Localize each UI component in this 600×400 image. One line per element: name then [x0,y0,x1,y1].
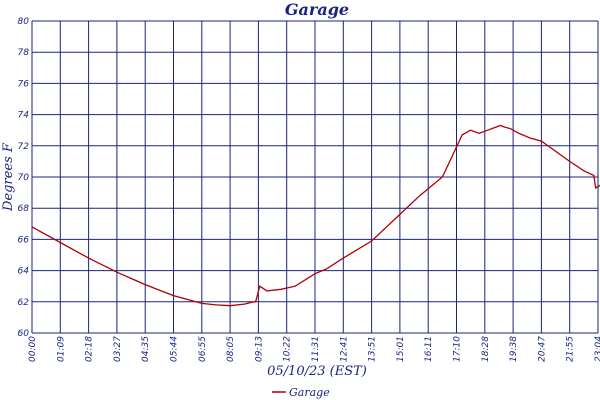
x-tick-label: 08:05 [226,336,236,362]
series-line-garage [31,124,600,307]
x-tick-label: 01:09 [56,336,66,362]
x-tick-label: 03:27 [113,336,123,362]
y-tick-label: 62 [18,298,30,308]
x-tick-label: 11:31 [311,336,321,362]
chart-title: Garage [285,0,349,19]
x-tick-label: 17:10 [453,336,463,362]
y-tick-label: 70 [18,173,30,183]
y-tick-label: 60 [18,329,30,339]
x-tick-label: 05:44 [170,336,180,362]
x-tick-label: 21:55 [566,336,576,362]
y-tick-label: 72 [18,142,30,152]
x-axis-ticks: 00:00 01:09 02:18 03:27 04:35 05:44 06:55 08:05… [28,336,600,362]
legend: Garage [272,386,330,399]
x-tick-label: 12:41 [339,336,349,362]
x-tick-label: 23:04 [594,336,600,362]
y-tick-label: 80 [18,17,30,27]
y-tick-label: 64 [18,267,30,277]
y-tick-label: 76 [18,79,30,89]
y-tick-label: 78 [18,48,30,58]
x-tick-label: 04:35 [141,336,151,362]
x-tick-label: 19:38 [509,336,519,362]
x-tick-label: 09:13 [254,336,264,362]
x-tick-label: 10:22 [283,336,293,362]
x-tick-label: 20:47 [537,336,547,362]
x-tick-label: 15:01 [396,336,406,362]
x-tick-label: 16:11 [424,336,434,362]
series-layer [31,124,600,307]
y-axis-label: Degrees F [1,142,16,212]
y-tick-label: 74 [18,111,30,121]
x-tick-label: 13:51 [368,336,378,362]
grid [31,20,599,334]
x-tick-label: 00:00 [28,336,38,362]
x-tick-label: 06:55 [198,336,208,362]
y-tick-label: 68 [18,204,30,214]
x-axis-label: 05/10/23 (EST) [267,364,367,379]
legend-label: Garage [289,386,330,399]
y-tick-label: 66 [18,235,30,245]
y-axis-ticks: 60 62 64 66 68 70 72 74 76 78 80 [18,17,30,339]
x-tick-label: 02:18 [85,336,95,362]
x-tick-label: 18:28 [481,336,491,362]
